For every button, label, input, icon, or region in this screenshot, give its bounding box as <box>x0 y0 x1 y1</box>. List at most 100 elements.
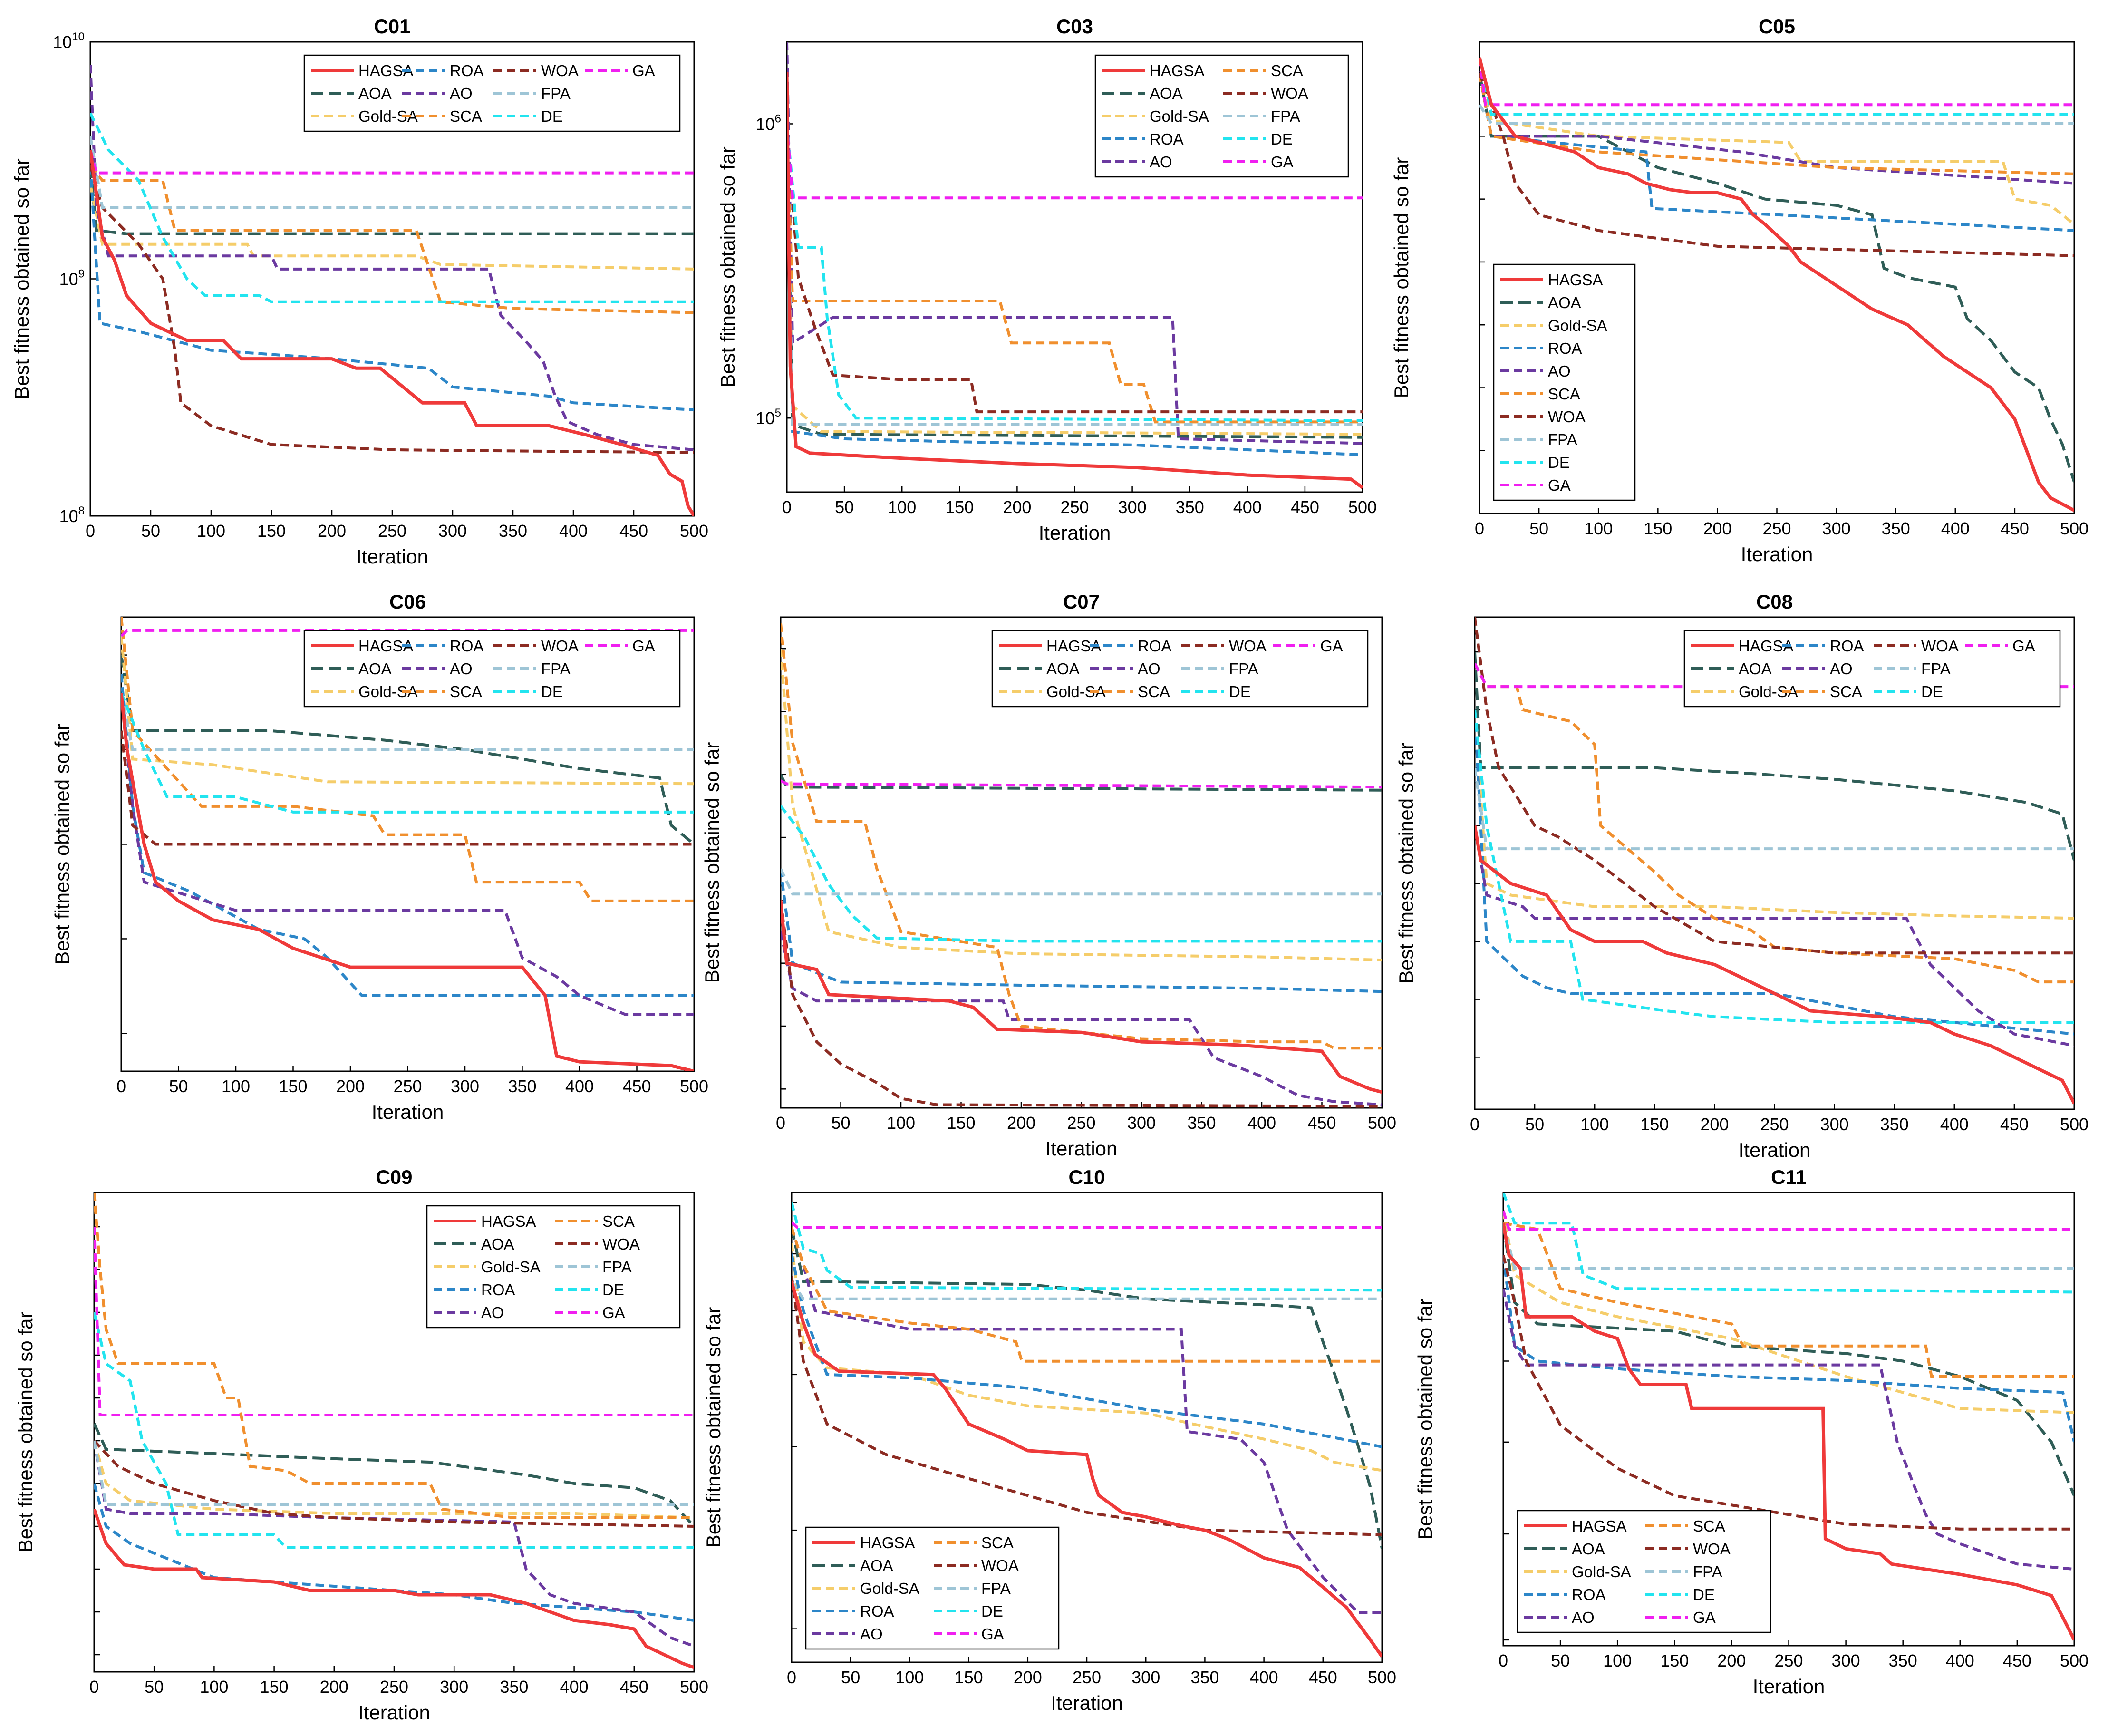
chart-C01: C01 0 50 100 150 200 250 300 350 400 450 500 Iterati… <box>10 15 708 568</box>
x-tick-label: 0 <box>776 1113 785 1133</box>
x-tick-label: 400 <box>1250 1668 1278 1687</box>
x-tick-label: 400 <box>1940 1115 1969 1134</box>
series-line-AOA <box>90 165 694 235</box>
series-line-Gold-SA <box>781 648 1382 962</box>
series-line-WOA <box>90 165 694 454</box>
x-tick-label: 300 <box>1820 1115 1849 1134</box>
x-tick-label: 500 <box>1368 1113 1396 1133</box>
x-tick-label: 200 <box>320 1677 348 1697</box>
x-tick-label: 450 <box>2001 519 2029 538</box>
x-tick-label: 300 <box>440 1677 468 1697</box>
series-line-HAGSA <box>787 72 1363 489</box>
series-line-ROA <box>1475 709 2074 1036</box>
legend-label-AO: AO <box>1138 660 1160 678</box>
legend-label-AOA: AOA <box>1046 660 1080 678</box>
legend-label-AO: AO <box>1830 660 1853 678</box>
x-tick-label: 400 <box>1247 1113 1276 1133</box>
x-tick-label: 400 <box>559 521 588 541</box>
legend-box <box>991 630 1369 708</box>
series-line-WOA <box>94 1439 694 1528</box>
chart-C06: C06 0 50 100 150 200 250 300 350 400 450 500 Iterati… <box>51 591 708 1123</box>
x-tick-label: 300 <box>1832 1651 1860 1670</box>
x-tick-label: 350 <box>508 1077 536 1096</box>
series-line-FPA <box>1475 767 2074 851</box>
chart-title: C11 <box>1771 1166 1807 1188</box>
x-tick-label: 200 <box>1007 1113 1035 1133</box>
series-group <box>787 42 1363 489</box>
legend-label-WOA: WOA <box>602 1235 640 1253</box>
series-line-FPA <box>781 868 1382 896</box>
x-axis-label: Iteration <box>1045 1137 1118 1160</box>
x-tick-label: 350 <box>1882 519 1910 538</box>
x-tick-label: 300 <box>1131 1668 1160 1687</box>
legend-label-SCA: SCA <box>1271 62 1303 79</box>
series-group <box>90 65 694 516</box>
legend-label-WOA: WOA <box>1229 637 1267 655</box>
x-tick-label: 500 <box>2060 1651 2089 1670</box>
legend-label-WOA: WOA <box>1693 1540 1731 1558</box>
chart-title: C06 <box>389 591 426 613</box>
x-tick-label: 300 <box>438 521 467 541</box>
x-tick-label: 50 <box>1551 1651 1570 1670</box>
series-line-GA <box>1503 1210 2074 1231</box>
x-tick-label: 350 <box>1187 1113 1216 1133</box>
x-tick-label: 0 <box>782 497 792 517</box>
series-line-AO <box>787 42 1363 445</box>
chart-C10: C10 0 50 100 150 200 250 300 350 400 450 500 Iterati… <box>702 1166 1396 1714</box>
y-tick-label: 109 <box>59 268 85 289</box>
series-group <box>94 1193 694 1669</box>
chart-C05: C05 0 50 100 150 200 250 300 350 400 450 500 Iterati… <box>1390 15 2089 565</box>
legend-label-AO: AO <box>481 1304 504 1321</box>
legend-label-AO: AO <box>1548 362 1571 380</box>
legend-label-WOA: WOA <box>541 62 579 79</box>
series-line-GA <box>94 1226 694 1416</box>
series-line-Gold-SA <box>792 1243 1382 1472</box>
series-line-HAGSA <box>781 900 1382 1094</box>
series-group <box>792 1202 1382 1658</box>
legend-box <box>426 1205 681 1329</box>
legend-label-Gold-SA: Gold-SA <box>1572 1563 1631 1581</box>
legend-label-AO: AO <box>450 660 473 678</box>
x-tick-label: 400 <box>1941 519 1970 538</box>
x-tick-label: 250 <box>380 1677 408 1697</box>
series-line-SCA <box>1479 73 2074 175</box>
chart-title: C10 <box>1068 1166 1105 1188</box>
x-tick-label: 150 <box>279 1077 307 1096</box>
series-line-SCA <box>1503 1222 2074 1378</box>
legend-label-FPA: FPA <box>1921 660 1951 678</box>
series-line-WOA <box>792 1275 1382 1536</box>
x-axis-label: Iteration <box>358 1701 430 1724</box>
series-group <box>781 623 1382 1108</box>
x-tick-label: 250 <box>1060 497 1089 517</box>
x-tick-label: 0 <box>1470 1115 1479 1134</box>
series-line-FPA <box>792 1280 1382 1300</box>
series-line-HAGSA <box>1503 1222 2074 1641</box>
legend-box <box>303 54 681 132</box>
series-line-AO <box>792 1227 1382 1614</box>
legend-label-FPA: FPA <box>602 1258 632 1276</box>
y-axis-label: Best fitness obtained so far <box>702 1307 725 1548</box>
legend-label-Gold-SA: Gold-SA <box>481 1258 541 1276</box>
legend-label-AOA: AOA <box>358 85 392 102</box>
legend-label-GA: GA <box>1548 476 1571 494</box>
x-tick-label: 350 <box>1880 1115 1909 1134</box>
x-tick-label: 400 <box>1233 497 1262 517</box>
x-tick-label: 450 <box>2003 1651 2031 1670</box>
series-line-WOA <box>1503 1254 2074 1531</box>
legend-label-DE: DE <box>1693 1586 1715 1603</box>
x-tick-label: 500 <box>1368 1668 1396 1687</box>
legend-label-Gold-SA: Gold-SA <box>860 1580 919 1597</box>
x-tick-label: 150 <box>947 1113 975 1133</box>
x-tick-label: 350 <box>1190 1668 1219 1687</box>
x-tick-label: 100 <box>1603 1651 1632 1670</box>
legend-label-Gold-SA: Gold-SA <box>1548 317 1607 334</box>
chart-C09: C09 0 50 100 150 200 250 300 350 400 450 500 Iterati… <box>14 1166 708 1724</box>
series-line-HAGSA <box>94 1508 694 1669</box>
legend-label-Gold-SA: Gold-SA <box>1150 107 1209 125</box>
chart-title: C09 <box>376 1166 412 1188</box>
